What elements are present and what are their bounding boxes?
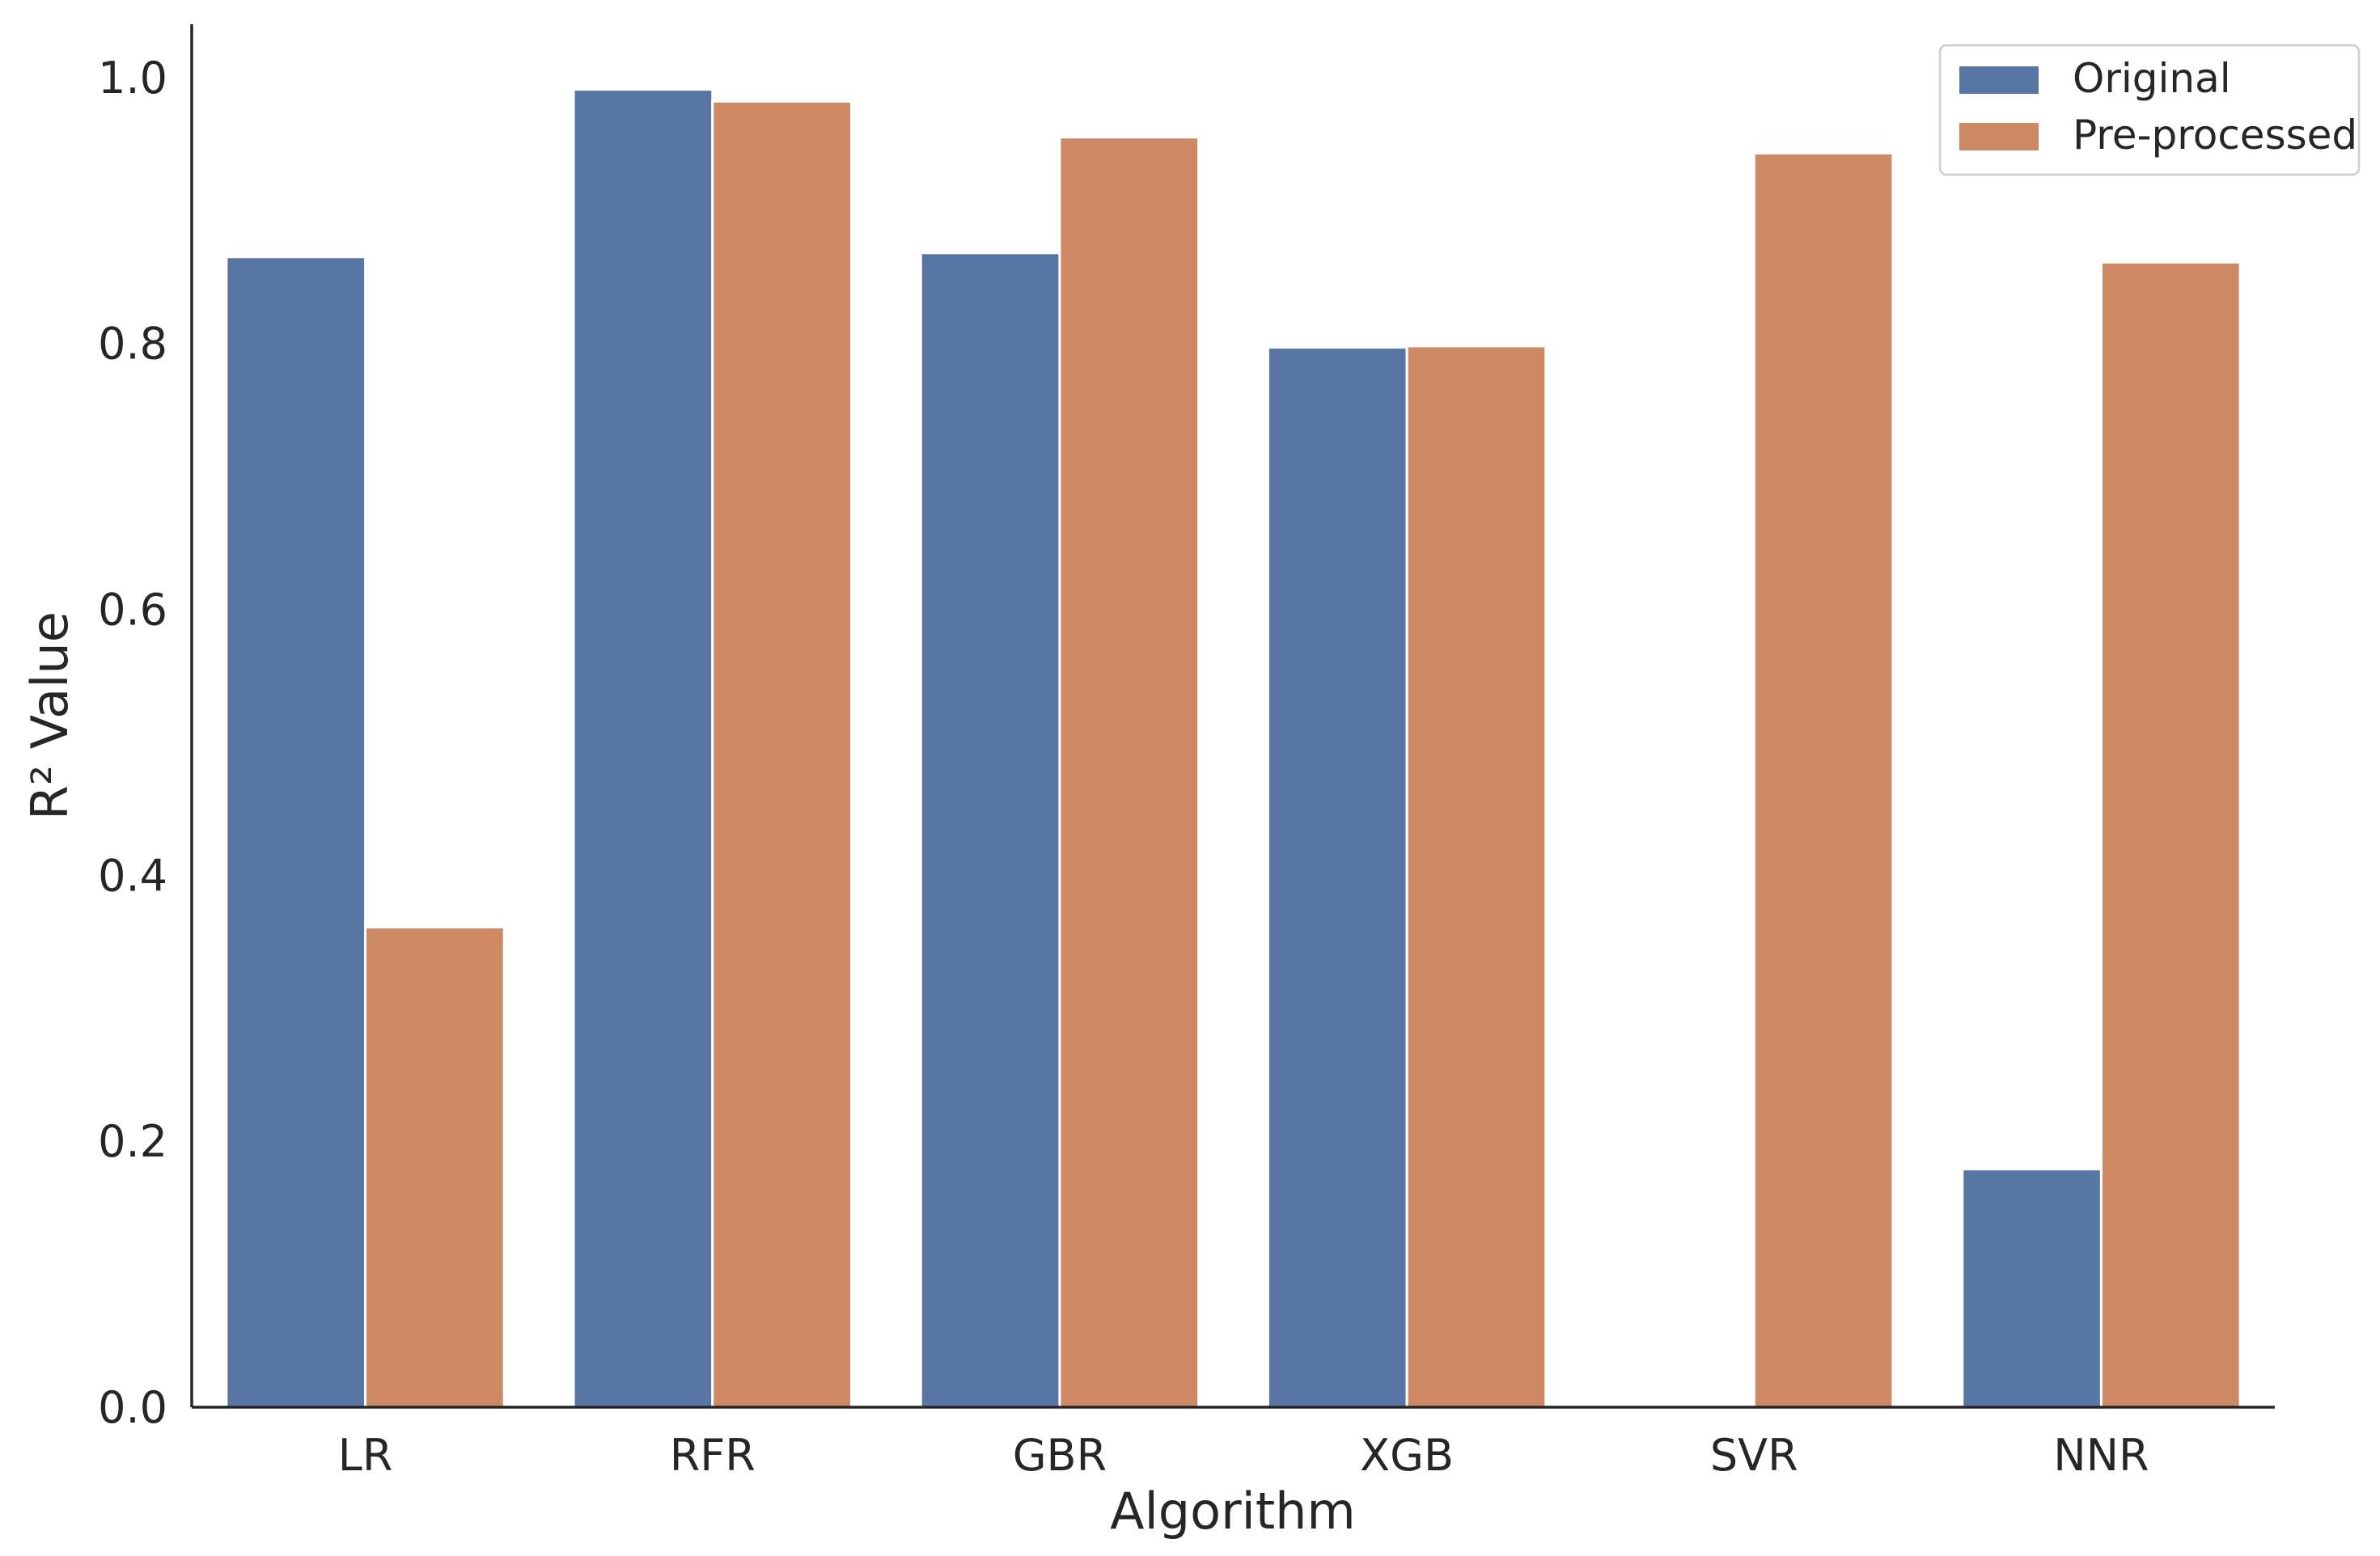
x-tick-label: XGB [1360,1430,1454,1481]
y-tick-label: 0.2 [98,1116,167,1167]
y-axis-title: R² Value [20,611,79,820]
x-tick-label: GBR [1013,1430,1107,1481]
bar-svr-preprocessed [1752,151,1895,1409]
y-tick-label: 0.8 [98,319,167,370]
bar-rfr-original [572,88,714,1409]
bar-gbr-original [919,252,1061,1409]
x-tick-label: NNR [2053,1430,2149,1481]
y-tick-label: 0.4 [98,850,167,901]
x-tick-labels: LR RFR GBR XGB SVR NNR [338,1430,2149,1481]
legend-frame [1938,44,2361,176]
x-tick-label: RFR [670,1430,756,1481]
bar-nnr-original [1961,1168,2103,1409]
x-axis-title: Algorithm [1110,1482,1356,1541]
axes-group [190,24,2275,1409]
legend: Original Pre-processed [1938,44,2361,176]
legend-label-preprocessed: Pre-processed [2073,112,2357,159]
bar-lr-original [225,256,367,1409]
bar-gbr-preprocessed [1058,136,1201,1409]
y-tick-labels: 0.0 0.2 0.4 0.6 0.8 1.0 [98,53,167,1433]
bars-group [225,88,2242,1409]
y-tick-label: 0.6 [98,584,167,635]
y-tick-label: 1.0 [98,53,167,104]
bar-lr-preprocessed [364,925,506,1409]
legend-label-original: Original [2073,55,2231,102]
x-tick-label: SVR [1710,1430,1798,1481]
bar-rfr-preprocessed [711,99,853,1409]
bar-nnr-preprocessed [2099,260,2242,1409]
legend-swatch-preprocessed [1959,123,2039,150]
legend-swatch-original [1959,66,2039,94]
bar-xgb-original [1266,346,1408,1409]
y-tick-label: 0.0 [98,1382,167,1433]
x-tick-label: LR [338,1430,393,1481]
bar-xgb-preprocessed [1405,345,1548,1409]
